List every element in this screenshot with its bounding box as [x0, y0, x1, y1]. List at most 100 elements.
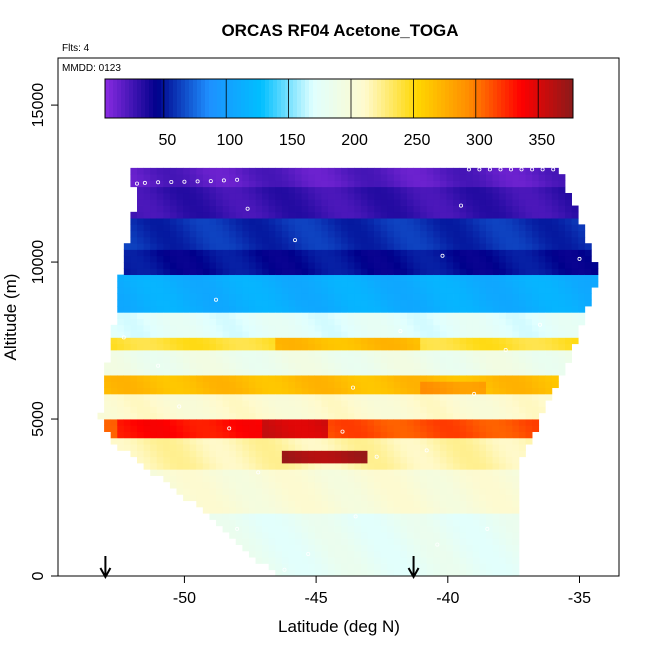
curtain-cell: [413, 280, 421, 288]
curtain-cell: [505, 431, 513, 439]
curtain-cell: [446, 419, 454, 426]
curtain-cell: [453, 318, 461, 326]
curtain-cell: [341, 437, 349, 445]
curtain-cell: [150, 462, 158, 470]
curtain-cell: [499, 249, 507, 257]
curtain-cell: [202, 299, 210, 307]
colorbar-segment: [225, 79, 230, 118]
curtain-cell: [143, 167, 151, 175]
curtain-cell: [295, 255, 303, 263]
curtain-cell: [578, 262, 586, 269]
curtain-cell: [216, 287, 224, 294]
curtain-cell: [354, 506, 362, 514]
curtain-cell: [281, 437, 289, 445]
curtain-cell: [479, 262, 487, 269]
curtain-cell: [216, 513, 224, 520]
curtain-cell: [209, 481, 217, 489]
curtain-cell: [459, 544, 467, 552]
curtain-cell: [578, 230, 586, 238]
curtain-cell: [485, 412, 493, 420]
colorbar-segment: [457, 79, 462, 118]
curtain-cell: [439, 387, 447, 395]
curtain-cell: [453, 205, 461, 213]
curtain-cell: [499, 419, 507, 426]
curtain-cell: [374, 450, 382, 458]
curtain-cell: [314, 312, 322, 319]
curtain-cell: [360, 462, 368, 470]
curtain-cell: [545, 268, 553, 276]
curtain-cell: [183, 412, 191, 420]
colorbar-segment: [393, 79, 398, 118]
curtain-cell: [380, 387, 388, 395]
curtain-cell: [130, 419, 138, 426]
curtain-cell: [308, 500, 316, 508]
curtain-cell: [525, 249, 533, 257]
curtain-cell: [479, 268, 487, 276]
curtain-cell: [163, 192, 171, 200]
curtain-cell: [262, 331, 270, 338]
curtain-cell: [393, 375, 401, 382]
curtain-cell: [183, 381, 191, 389]
curtain-cell: [327, 192, 335, 200]
curtain-cell: [314, 167, 322, 175]
curtain-cell: [341, 268, 349, 276]
curtain-cell: [479, 199, 487, 206]
curtain-cell: [130, 211, 138, 219]
curtain-cell: [295, 500, 303, 508]
curtain-cell: [327, 375, 335, 382]
curtain-cell: [341, 456, 349, 464]
curtain-cell: [420, 280, 428, 288]
curtain-cell: [222, 299, 230, 307]
curtain-cell: [262, 375, 270, 382]
curtain-cell: [518, 437, 526, 445]
curtain-cell: [505, 299, 513, 307]
curtain-cell: [505, 475, 513, 483]
curtain-cell: [545, 331, 553, 338]
curtain-cell: [209, 456, 217, 464]
curtain-cell: [242, 469, 250, 476]
curtain-cell: [235, 525, 243, 533]
colorbar-segment: [253, 79, 258, 118]
curtain-cell: [446, 456, 454, 464]
curtain-cell: [558, 280, 566, 288]
curtain-cell: [433, 400, 441, 407]
curtain-cell: [216, 306, 224, 313]
curtain-cell: [400, 513, 408, 520]
curtain-cell: [262, 437, 270, 445]
curtain-cell: [492, 462, 500, 470]
curtain-cell: [466, 544, 474, 552]
curtain-cell: [255, 205, 263, 213]
curtain-cell: [453, 236, 461, 244]
curtain-cell: [123, 362, 131, 370]
curtain-cell: [420, 249, 428, 257]
curtain-cell: [268, 262, 276, 269]
curtain-cell: [308, 331, 316, 338]
curtain-cell: [532, 324, 540, 332]
curtain-cell: [229, 375, 237, 382]
curtain-cell: [334, 349, 342, 357]
curtain-cell: [538, 331, 546, 338]
curtain-cell: [492, 456, 500, 464]
curtain-cell: [413, 437, 421, 445]
curtain-cell: [347, 343, 355, 351]
colorbar-segment: [273, 79, 278, 118]
curtain-cell: [400, 274, 408, 282]
colorbar-segment: [309, 79, 314, 118]
curtain-cell: [565, 287, 572, 294]
curtain-cell: [176, 243, 184, 250]
curtain-cell: [314, 349, 322, 357]
curtain-cell: [235, 167, 243, 175]
curtain-cell: [334, 450, 342, 458]
curtain-cell: [446, 387, 454, 395]
curtain-cell: [420, 387, 428, 395]
curtain-cell: [341, 488, 349, 495]
curtain-cell: [130, 450, 138, 458]
curtain-cell: [189, 230, 197, 238]
curtain-cell: [472, 280, 480, 288]
curtain-cell: [321, 506, 329, 514]
curtain-cell: [202, 199, 210, 206]
curtain-cell: [137, 230, 144, 238]
curtain-cell: [538, 387, 546, 395]
curtain-cell: [538, 356, 546, 363]
curtain-cell: [176, 218, 184, 225]
